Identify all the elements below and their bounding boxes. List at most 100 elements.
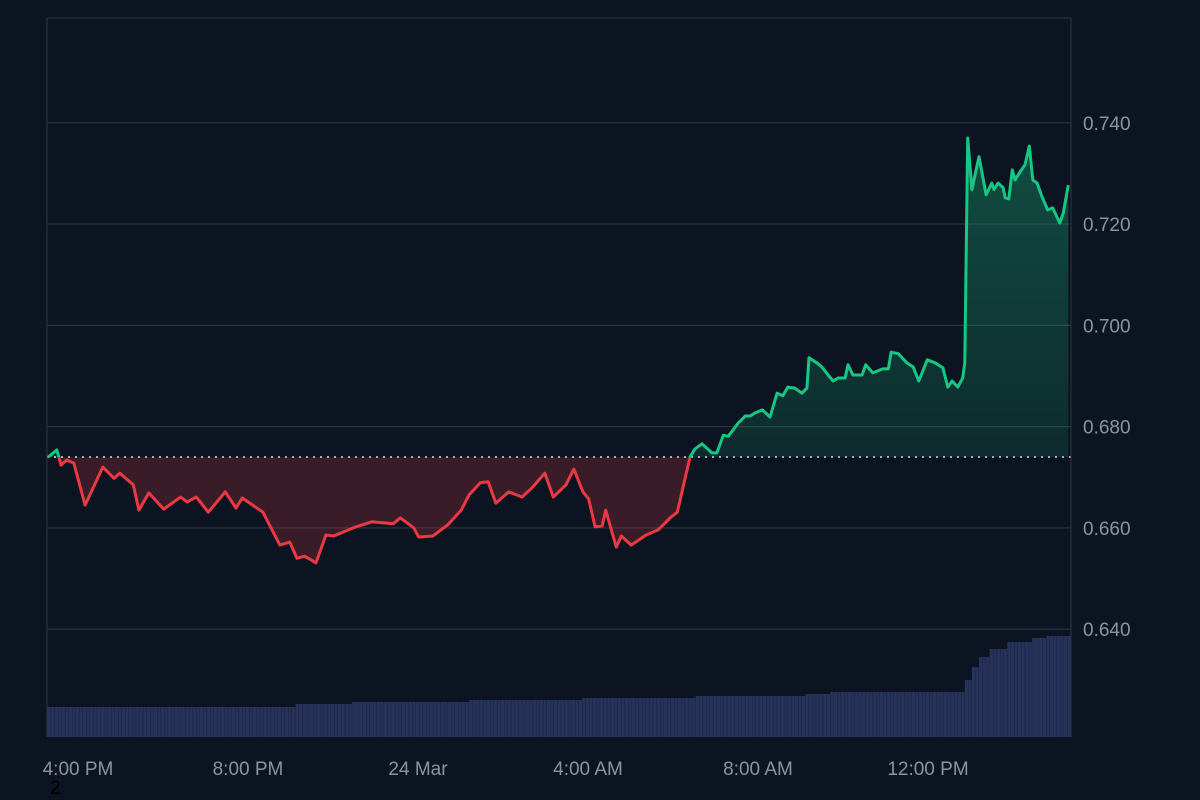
x-tick-label: 4:00 PM [43, 759, 114, 780]
volume-bar [755, 696, 760, 737]
volume-bar [114, 707, 119, 737]
volume-bar [596, 698, 600, 737]
volume-bar [947, 692, 951, 737]
volume-bar [476, 700, 480, 737]
volume-bar [993, 649, 997, 737]
volume-bar [840, 692, 845, 737]
volume-bar [890, 692, 894, 737]
volume-bar [777, 696, 781, 737]
volume-bar [68, 707, 73, 737]
volume-bar [918, 692, 923, 737]
volume-bar [164, 707, 168, 737]
volume-bar [738, 696, 742, 737]
volume-bar [801, 696, 806, 737]
volume-bar [1010, 642, 1015, 737]
volume-histogram [47, 636, 1071, 737]
volume-bar [490, 700, 494, 737]
price-line-below [48, 456, 692, 565]
volume-bar [536, 700, 540, 737]
volume-bar [1053, 636, 1057, 737]
volume-bar [157, 707, 161, 737]
volume-bar [518, 700, 522, 737]
volume-bar [1042, 638, 1047, 737]
volume-bar [653, 698, 657, 737]
volume-bar [773, 696, 777, 737]
volume-bar [515, 700, 519, 737]
volume-bar [451, 702, 455, 737]
volume-bar [260, 707, 264, 737]
volume-bar [440, 702, 444, 737]
volume-bar [833, 692, 838, 737]
volume-bar [837, 692, 841, 737]
volume-bar [323, 704, 328, 737]
volume-bar [100, 707, 104, 737]
area-above-baseline [48, 138, 1069, 457]
volume-bar [320, 704, 324, 737]
volume-bar [160, 707, 165, 737]
volume-bar [93, 707, 97, 737]
volume-bar [950, 692, 954, 737]
volume-bar [146, 707, 151, 737]
volume-bar [394, 702, 398, 737]
volume-bar [398, 702, 402, 737]
volume-bar [600, 698, 604, 737]
volume-bar [805, 694, 809, 737]
volume-bar [812, 694, 816, 737]
volume-bar [1067, 636, 1071, 737]
volume-bar [497, 700, 501, 737]
volume-bar [546, 700, 551, 737]
volume-bar [504, 700, 508, 737]
volume-bar [656, 698, 661, 737]
volume-bar [929, 692, 933, 737]
volume-bar [132, 707, 136, 737]
volume-bar [224, 707, 228, 737]
volume-bar [940, 692, 944, 737]
volume-bar [107, 707, 112, 737]
volume-bar [1049, 636, 1054, 737]
x-tick-label: 8:00 PM [213, 759, 284, 780]
volume-bar [784, 696, 788, 737]
volume-bar [472, 700, 476, 737]
volume-bar [337, 704, 342, 737]
volume-bar [858, 692, 862, 737]
volume-bar [617, 698, 622, 737]
volume-bar [1021, 642, 1025, 737]
volume-bar [366, 702, 370, 737]
volume-bar [791, 696, 795, 737]
volume-bar [996, 649, 1001, 737]
volume-bar [571, 700, 576, 737]
volume-bar [221, 707, 225, 737]
volume-bar [136, 707, 140, 737]
y-tick-label: 0.740 [1083, 114, 1131, 135]
volume-bar [118, 707, 122, 737]
volume-bar [649, 698, 653, 737]
volume-bar [1046, 636, 1050, 737]
volume-bar [692, 698, 696, 737]
volume-bar [876, 692, 880, 737]
volume-bar [901, 692, 905, 737]
volume-bar [610, 698, 614, 737]
volume-bar [982, 657, 986, 737]
volume-bar [603, 698, 607, 737]
volume-bar [104, 707, 108, 737]
volume-bar [702, 696, 707, 737]
volume-bar [904, 692, 908, 737]
volume-bar [897, 692, 901, 737]
volume-bar [578, 700, 583, 737]
volume-bar [1032, 638, 1036, 737]
volume-bar [47, 707, 51, 737]
volume-bar [61, 707, 66, 737]
volume-bar [741, 696, 746, 737]
volume-bar [908, 692, 912, 737]
volume-bar [178, 707, 182, 737]
volume-bar [699, 696, 703, 737]
volume-bar [734, 696, 738, 737]
x-tick-label: 24 Mar [388, 759, 448, 780]
volume-bar [51, 707, 55, 737]
volume-bar [412, 702, 416, 737]
volume-bar [121, 707, 126, 737]
volume-bar [957, 692, 962, 737]
volume-bar [575, 700, 579, 737]
volume-bar [58, 707, 62, 737]
volume-bar [1025, 642, 1029, 737]
